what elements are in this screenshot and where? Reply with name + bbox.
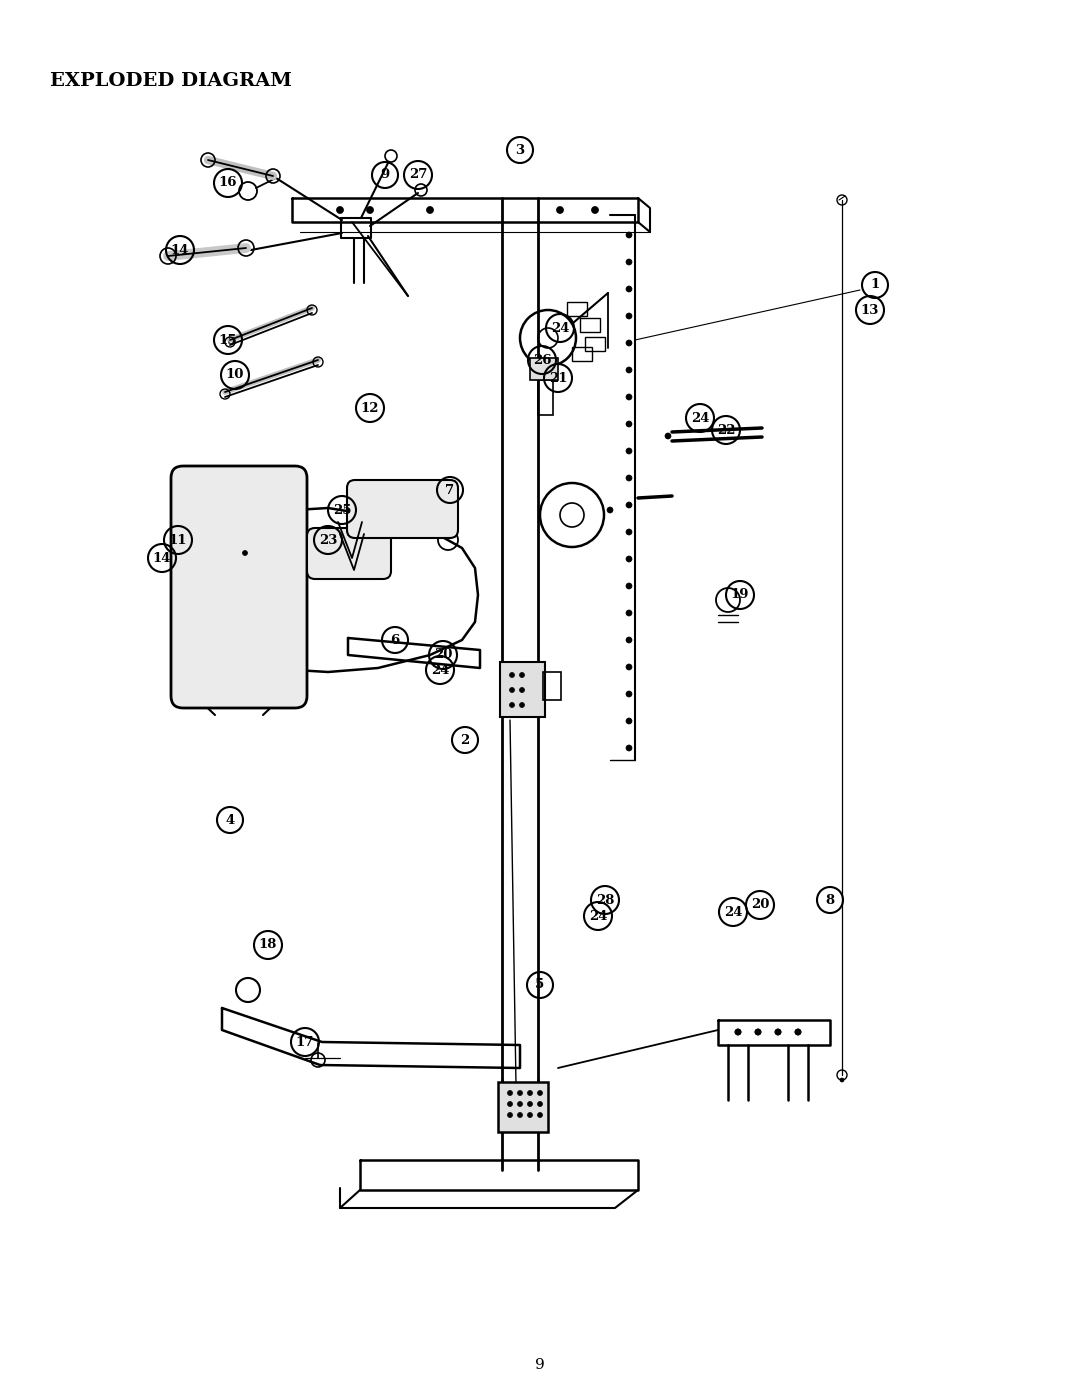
Circle shape: [508, 1101, 513, 1106]
Bar: [530, 358, 558, 380]
Bar: [543, 672, 561, 700]
Circle shape: [755, 1030, 761, 1035]
Text: 10: 10: [226, 369, 244, 381]
Circle shape: [840, 1078, 843, 1083]
Circle shape: [519, 687, 525, 693]
Circle shape: [626, 692, 632, 697]
Text: 5: 5: [536, 978, 544, 992]
Text: 28: 28: [596, 894, 615, 907]
Circle shape: [626, 583, 632, 590]
FancyBboxPatch shape: [171, 467, 307, 708]
Circle shape: [626, 745, 632, 752]
Text: 13: 13: [861, 303, 879, 317]
Circle shape: [626, 367, 632, 373]
Circle shape: [538, 1091, 542, 1095]
Bar: [498, 1083, 548, 1132]
Bar: [500, 662, 545, 717]
Circle shape: [626, 286, 632, 292]
Text: 25: 25: [333, 503, 351, 517]
Text: 24: 24: [431, 664, 449, 676]
Circle shape: [508, 1091, 513, 1095]
Text: 8: 8: [825, 894, 835, 907]
Text: 3: 3: [515, 144, 525, 156]
Text: 19: 19: [731, 588, 750, 602]
Text: 24: 24: [724, 905, 742, 918]
Text: 2: 2: [460, 733, 470, 746]
Text: 23: 23: [319, 534, 337, 546]
Circle shape: [592, 207, 598, 214]
Circle shape: [519, 703, 525, 707]
Circle shape: [517, 1101, 523, 1106]
Circle shape: [510, 687, 514, 693]
FancyBboxPatch shape: [307, 528, 391, 578]
Text: 1: 1: [870, 278, 879, 292]
Text: 21: 21: [549, 372, 567, 384]
Circle shape: [517, 1091, 523, 1095]
Text: 12: 12: [361, 401, 379, 415]
Text: 16: 16: [219, 176, 238, 190]
Circle shape: [626, 232, 632, 237]
Circle shape: [626, 313, 632, 319]
Text: 6: 6: [390, 633, 400, 647]
Circle shape: [775, 1030, 781, 1035]
Circle shape: [626, 637, 632, 643]
Circle shape: [735, 1030, 741, 1035]
Text: 9: 9: [380, 169, 390, 182]
Circle shape: [626, 420, 632, 427]
Bar: [572, 346, 592, 360]
FancyBboxPatch shape: [347, 481, 458, 538]
Bar: [538, 380, 553, 415]
Text: 20: 20: [434, 648, 453, 662]
Circle shape: [527, 1101, 532, 1106]
Circle shape: [626, 502, 632, 509]
Circle shape: [538, 1112, 542, 1118]
Circle shape: [243, 550, 247, 556]
Circle shape: [626, 258, 632, 265]
Text: 17: 17: [296, 1035, 314, 1049]
Text: 24: 24: [691, 412, 710, 425]
Text: 11: 11: [168, 534, 187, 546]
Text: 20: 20: [751, 898, 769, 911]
Circle shape: [626, 394, 632, 400]
Circle shape: [556, 207, 564, 214]
Text: 24: 24: [551, 321, 569, 334]
Circle shape: [626, 556, 632, 562]
Circle shape: [607, 507, 613, 513]
Bar: [580, 319, 600, 332]
Text: EXPLODED DIAGRAM: EXPLODED DIAGRAM: [50, 73, 292, 89]
Circle shape: [527, 1091, 532, 1095]
Circle shape: [626, 718, 632, 724]
Text: 9: 9: [535, 1358, 545, 1372]
Text: 18: 18: [259, 939, 278, 951]
Text: 14: 14: [152, 552, 172, 564]
Text: 26: 26: [532, 353, 551, 366]
Text: 27: 27: [409, 169, 428, 182]
Text: 15: 15: [219, 334, 238, 346]
Circle shape: [626, 475, 632, 481]
Bar: [585, 337, 605, 351]
Circle shape: [626, 610, 632, 616]
Circle shape: [517, 1112, 523, 1118]
Circle shape: [508, 1112, 513, 1118]
Text: 4: 4: [226, 813, 234, 827]
Circle shape: [510, 703, 514, 707]
Circle shape: [626, 529, 632, 535]
Circle shape: [337, 207, 343, 214]
Circle shape: [626, 339, 632, 346]
Circle shape: [527, 1112, 532, 1118]
Circle shape: [366, 207, 374, 214]
Text: 14: 14: [171, 243, 189, 257]
Circle shape: [626, 448, 632, 454]
Circle shape: [519, 672, 525, 678]
Circle shape: [510, 672, 514, 678]
Text: 22: 22: [717, 423, 735, 436]
Text: 24: 24: [589, 909, 607, 922]
Circle shape: [795, 1030, 801, 1035]
Text: 7: 7: [445, 483, 455, 496]
Circle shape: [538, 1101, 542, 1106]
Circle shape: [626, 664, 632, 671]
Circle shape: [427, 207, 433, 214]
Circle shape: [665, 433, 671, 439]
Bar: [567, 302, 588, 316]
